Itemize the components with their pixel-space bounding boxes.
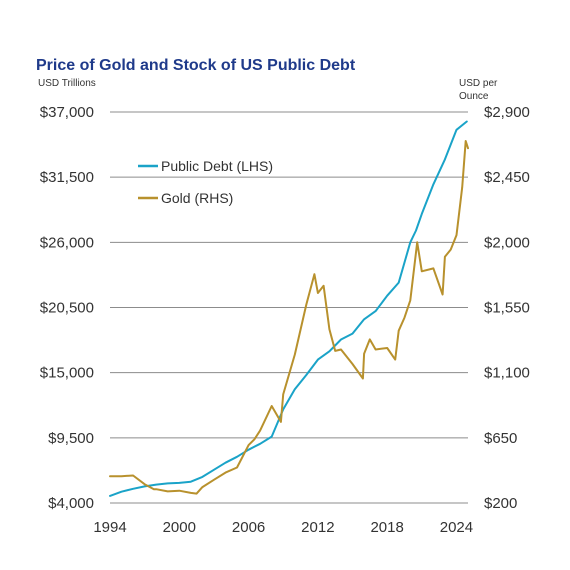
x-axis-ticks: 1994 2000 2006 2012 2018 2024 <box>93 519 473 536</box>
x-tick-label: 2000 <box>163 519 196 536</box>
legend-label-public-debt: Public Debt (LHS) <box>161 158 273 174</box>
right-tick-label: $1,100 <box>484 365 530 382</box>
chart-title: Price of Gold and Stock of US Public Deb… <box>36 57 356 74</box>
x-tick-label: 2018 <box>370 519 403 536</box>
right-axis-unit-line1: USD per <box>459 78 498 89</box>
left-tick-label: $20,500 <box>40 300 94 317</box>
left-tick-label: $26,000 <box>40 234 94 251</box>
right-axis-ticks: $200 $650 $1,100 $1,550 $2,000 $2,450 $2,900 <box>484 104 530 512</box>
right-tick-label: $650 <box>484 430 517 447</box>
left-tick-label: $9,500 <box>48 430 94 447</box>
x-tick-label: 1994 <box>93 519 126 536</box>
x-tick-label: 2006 <box>232 519 265 536</box>
right-tick-label: $2,450 <box>484 169 530 186</box>
left-axis-unit: USD Trillions <box>38 78 96 89</box>
left-axis-ticks: $4,000 $9,500 $15,000 $20,500 $26,000 $31,500… <box>40 104 94 512</box>
left-tick-label: $31,500 <box>40 169 94 186</box>
series-line-gold <box>109 140 469 495</box>
left-tick-label: $15,000 <box>40 365 94 382</box>
legend-label-gold: Gold (RHS) <box>161 190 233 206</box>
x-tick-label: 2012 <box>301 519 334 536</box>
series-layer <box>109 120 469 497</box>
right-tick-label: $2,900 <box>484 104 530 121</box>
right-tick-label: $2,000 <box>484 234 530 251</box>
right-tick-label: $200 <box>484 495 517 512</box>
right-tick-label: $1,550 <box>484 300 530 317</box>
right-axis-unit-line2: Ounce <box>459 91 489 102</box>
left-tick-label: $37,000 <box>40 104 94 121</box>
series-line-public-debt <box>109 120 468 497</box>
left-tick-label: $4,000 <box>48 495 94 512</box>
legend: Public Debt (LHS) Gold (RHS) <box>138 158 273 206</box>
x-tick-label: 2024 <box>440 519 473 536</box>
